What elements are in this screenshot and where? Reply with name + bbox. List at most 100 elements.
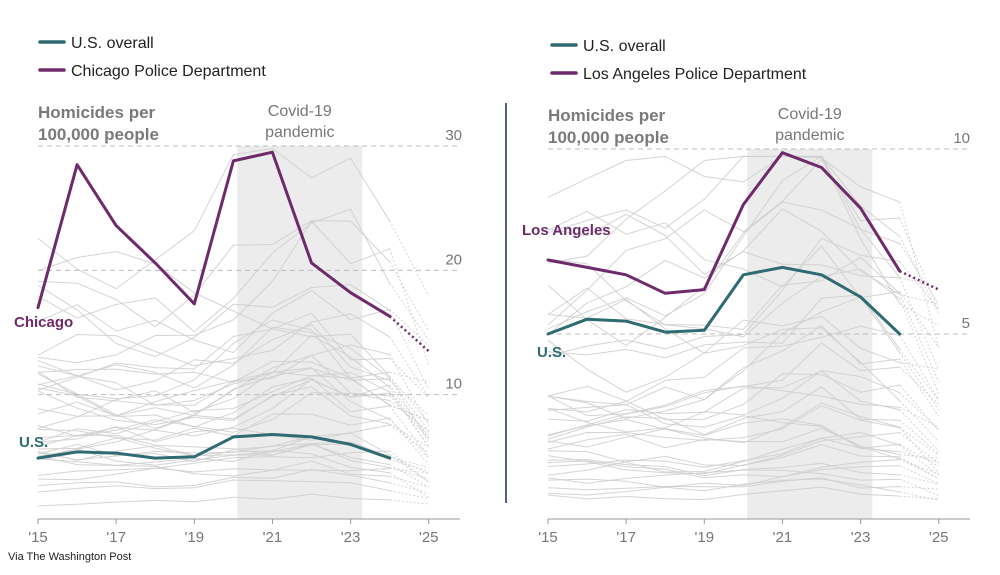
background-line (547, 325, 900, 413)
background-line (37, 428, 390, 466)
background-line (547, 405, 900, 443)
axis-title: 100,000 people (548, 128, 669, 147)
series-los-angeles: Los Angeles (522, 151, 940, 295)
background-line (547, 477, 900, 491)
background-line (547, 296, 901, 406)
background-projection (899, 465, 939, 485)
x-tick-label: '21 (773, 529, 793, 546)
background-projection (899, 474, 939, 485)
background-line (547, 256, 901, 330)
axis-title: Homicides per (548, 106, 666, 125)
legend-label: Los Angeles Police Department (583, 66, 807, 83)
x-tick-label: '15 (538, 529, 558, 546)
background-line (547, 465, 900, 488)
x-tick-label: '25 (419, 529, 439, 546)
background-line (547, 370, 900, 433)
background-projection (899, 444, 940, 476)
background-projection (389, 456, 429, 469)
background-line (547, 469, 900, 484)
background-line (37, 360, 390, 406)
covid-label: Covid-19 (268, 103, 332, 120)
y-tick-label: 30 (445, 127, 462, 144)
legend-label: U.S. overall (583, 38, 666, 55)
x-tick-label: '23 (341, 529, 361, 546)
background-projection (389, 450, 430, 483)
background-line (37, 290, 390, 354)
background-projection (899, 201, 940, 348)
background-line (547, 459, 900, 479)
background-projection (389, 261, 430, 332)
series-label: U.S. (19, 434, 48, 451)
background-line (37, 220, 390, 364)
series-projection (388, 315, 430, 353)
axis-title: 100,000 people (38, 125, 159, 144)
x-tick-label: '17 (616, 529, 636, 546)
legend-item: U.S. overall (550, 38, 666, 55)
background-line (37, 468, 390, 488)
background-line (37, 208, 391, 333)
background-line (37, 313, 390, 367)
background-line (37, 467, 390, 481)
background-projection (899, 293, 939, 305)
background-line (37, 441, 390, 466)
x-tick-label: '23 (851, 529, 871, 546)
background-line (547, 418, 900, 449)
background-line (37, 251, 391, 377)
background-projection (389, 472, 429, 498)
background-projection (899, 426, 940, 474)
background-projection (899, 400, 940, 443)
background-projection (389, 283, 430, 341)
panel-chicago: U.S. overall Chicago Police Department Cov… (14, 35, 462, 546)
background-line (547, 213, 900, 279)
background-projection (389, 395, 430, 439)
background-projection (389, 378, 430, 432)
background-line (547, 386, 900, 440)
background-line (547, 155, 900, 264)
background-line (547, 373, 900, 421)
background-projection (389, 220, 430, 297)
axis-title: Homicides per (38, 103, 156, 122)
background-line (547, 431, 900, 468)
x-tick-label: '21 (263, 529, 283, 546)
background-line (547, 342, 900, 417)
background-projection (899, 409, 940, 452)
background-projection (389, 358, 430, 399)
background-line (37, 284, 390, 358)
background-projection (389, 404, 429, 421)
background-projection (389, 499, 429, 505)
background-projection (389, 490, 429, 499)
series-label: Chicago (14, 314, 73, 331)
background-projection (389, 354, 430, 427)
covid-label: Covid-19 (778, 106, 842, 123)
covid-label: pandemic (265, 124, 334, 141)
background-projection (389, 384, 430, 439)
background-line (547, 315, 900, 393)
background-line (547, 486, 900, 501)
credit-text: Via The Washington Post (8, 551, 131, 563)
background-line (37, 455, 390, 477)
background-projection (899, 303, 939, 326)
background-line (547, 155, 901, 237)
series-line (36, 150, 392, 318)
background-projection (899, 427, 939, 457)
background-line (37, 378, 390, 447)
background-line (37, 479, 390, 493)
background-projection (389, 455, 429, 474)
background-projection (389, 475, 429, 488)
background-projection (389, 380, 430, 416)
background-line (37, 147, 391, 290)
background-line (547, 385, 900, 437)
background-line (37, 432, 390, 461)
background-projection (899, 293, 940, 383)
background-projection (899, 454, 939, 459)
legend-label: U.S. overall (71, 35, 154, 52)
background-projection (389, 482, 429, 494)
background-projection (899, 419, 940, 454)
background-projection (899, 366, 940, 405)
y-tick-label: 10 (953, 130, 970, 147)
x-tick-label: '19 (695, 529, 715, 546)
background-projection (389, 423, 429, 448)
background-projection (389, 336, 430, 398)
background-projection (389, 405, 430, 458)
